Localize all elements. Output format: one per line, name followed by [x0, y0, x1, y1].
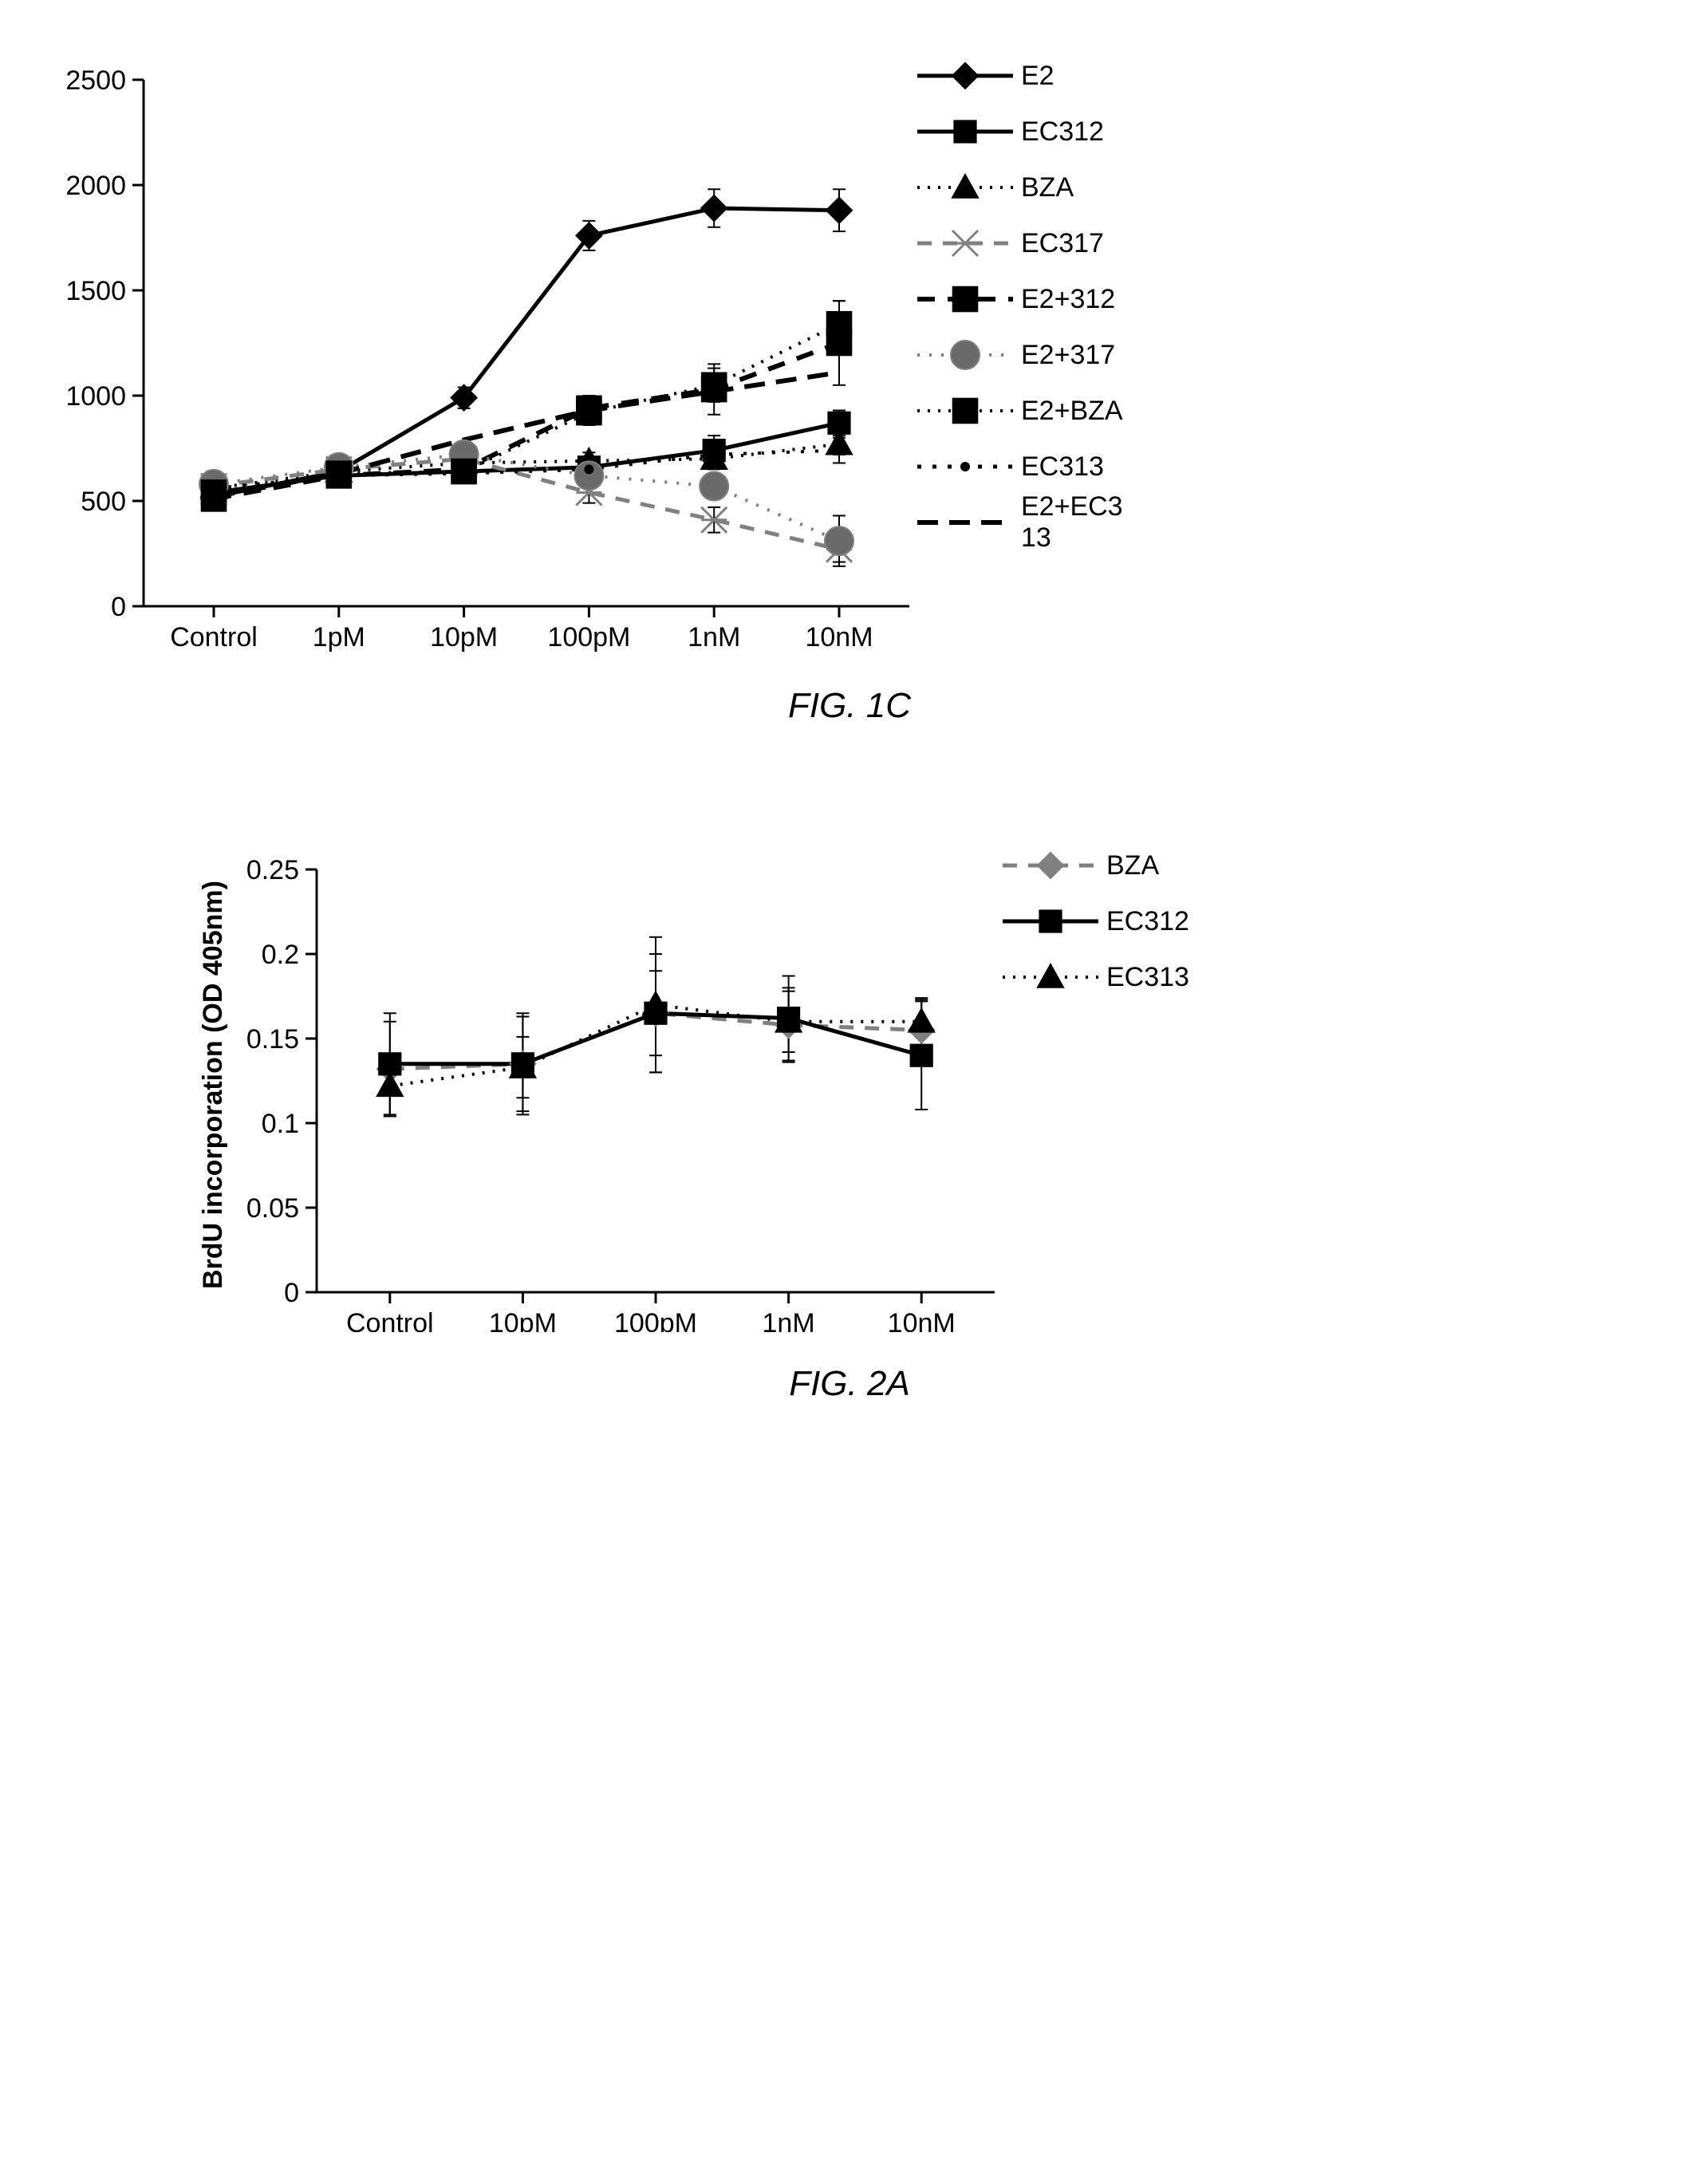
- svg-text:1nM: 1nM: [688, 622, 740, 652]
- legend-label: E2: [1013, 61, 1054, 92]
- svg-text:0.15: 0.15: [246, 1024, 299, 1055]
- svg-text:1000: 1000: [65, 381, 126, 412]
- legend-item: E2+317: [917, 327, 1123, 383]
- legend-swatch-icon: [1003, 905, 1098, 937]
- figure-2a-title: FIG. 2A: [48, 1364, 1651, 1404]
- svg-text:0.2: 0.2: [262, 940, 299, 970]
- legend-label: BZA: [1098, 850, 1159, 881]
- svg-text:Control: Control: [346, 1308, 434, 1332]
- legend-swatch-icon: [917, 339, 1013, 371]
- legend-item: EC317: [917, 215, 1123, 271]
- legend-item: EC312: [917, 104, 1123, 160]
- legend-label: E2+EC3 13: [1013, 491, 1123, 554]
- svg-text:2000: 2000: [65, 171, 126, 201]
- svg-text:0.05: 0.05: [246, 1193, 299, 1224]
- legend-item: EC313: [917, 439, 1123, 495]
- figure-2a: BrdU incorporation (OD 405nm) 0 0.05 0.1 0.…: [191, 838, 1651, 1404]
- legend-item: BZA: [1003, 838, 1189, 893]
- chart-2a-wrap: BrdU incorporation (OD 405nm) 0 0.05 0.1 0.…: [191, 838, 1651, 1332]
- legend-swatch-icon: [917, 60, 1013, 92]
- legend-swatch-icon: [917, 507, 1013, 538]
- chart-2a-legend: BZA EC312 EC313: [995, 838, 1189, 1005]
- chart-2a-svg: 0 0.05 0.1 0.15 0.2 0.25 Control 10pM 100pM 1nM 10…: [229, 838, 995, 1332]
- svg-text:10nM: 10nM: [888, 1308, 956, 1332]
- figure-1c-title: FIG. 1C: [48, 686, 1651, 726]
- svg-text:0: 0: [284, 1278, 299, 1308]
- legend-item: E2+EC3 13: [917, 495, 1123, 550]
- legend-swatch-icon: [917, 227, 1013, 259]
- svg-text:Control: Control: [170, 622, 258, 652]
- legend-label: EC313: [1098, 962, 1189, 993]
- svg-text:10pM: 10pM: [430, 622, 498, 652]
- svg-text:0.25: 0.25: [246, 855, 299, 885]
- legend-swatch-icon: [917, 451, 1013, 483]
- legend-swatch-icon: [917, 171, 1013, 203]
- legend-label: E2+312: [1013, 284, 1115, 315]
- svg-text:1nM: 1nM: [763, 1308, 815, 1332]
- legend-label: E2+BZA: [1013, 396, 1123, 427]
- figure-1c: 0 500 1000 1500 2000 2500 Control 1pM 10pM 100pM 1…: [48, 48, 1651, 726]
- legend-item: E2+BZA: [917, 383, 1123, 439]
- svg-text:2500: 2500: [65, 65, 126, 96]
- legend-swatch-icon: [1003, 850, 1098, 881]
- svg-text:10nM: 10nM: [805, 622, 873, 652]
- legend-label: EC317: [1013, 228, 1104, 259]
- svg-text:100pM: 100pM: [547, 622, 630, 652]
- legend-swatch-icon: [917, 283, 1013, 315]
- legend-item: EC312: [1003, 893, 1189, 949]
- svg-text:1pM: 1pM: [313, 622, 365, 652]
- chart-1c-wrap: 0 500 1000 1500 2000 2500 Control 1pM 10pM 100pM 1…: [48, 48, 1651, 654]
- legend-label: EC313: [1013, 451, 1104, 483]
- legend-label: EC312: [1013, 116, 1104, 148]
- svg-text:10pM: 10pM: [489, 1308, 557, 1332]
- svg-text:500: 500: [81, 487, 126, 517]
- legend-label: EC312: [1098, 906, 1189, 937]
- legend-item: E2: [917, 48, 1123, 104]
- chart-1c-legend: E2 EC312 BZA EC317 E2+312 E2+317 E2+BZA EC313 E2…: [909, 48, 1123, 550]
- legend-label: BZA: [1013, 172, 1074, 203]
- legend-item: E2+312: [917, 271, 1123, 327]
- chart-2a-ylabel: BrdU incorporation (OD 405nm): [191, 838, 229, 1332]
- legend-item: EC313: [1003, 949, 1189, 1005]
- svg-text:0.1: 0.1: [262, 1109, 299, 1139]
- svg-text:100pM: 100pM: [614, 1308, 697, 1332]
- legend-swatch-icon: [917, 116, 1013, 148]
- chart-1c-svg: 0 500 1000 1500 2000 2500 Control 1pM 10pM 100pM 1…: [48, 48, 909, 654]
- legend-item: BZA: [917, 160, 1123, 215]
- legend-swatch-icon: [917, 395, 1013, 427]
- svg-text:0: 0: [111, 592, 126, 622]
- svg-text:1500: 1500: [65, 276, 126, 306]
- legend-label: E2+317: [1013, 340, 1115, 371]
- legend-swatch-icon: [1003, 961, 1098, 993]
